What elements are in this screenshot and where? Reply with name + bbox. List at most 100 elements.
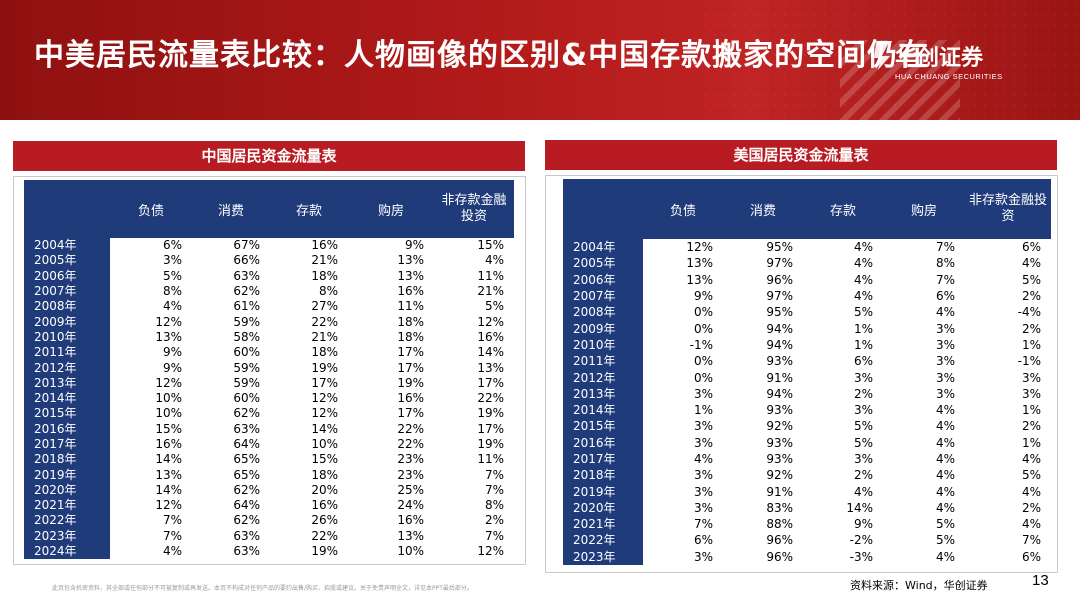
value-cell: 7% (1021, 533, 1041, 548)
year-cell: 2022年 (563, 532, 643, 549)
year-cell: 2013年 (24, 375, 110, 391)
value-cell: 13% (155, 467, 182, 482)
value-cell: 7% (935, 240, 955, 255)
value-cell: 64% (233, 498, 260, 513)
value-cell: 5% (1021, 468, 1041, 483)
table-row: 2007年 8% 62% 8% 16% 21% (24, 283, 514, 300)
value-cell: 4% (853, 256, 873, 271)
value-cell: 93% (766, 354, 793, 369)
table-row: 2016年 15% 63% 14% 22% 17% (24, 421, 514, 437)
us-flow-table: 负债 消费 存款 购房 非存款金融投资 2004年 12% 95% 4% 7% 6% 2005年 13… (563, 179, 1051, 565)
value-cell: 60% (233, 391, 260, 406)
table-row: 2022年 7% 62% 26% 16% 2% (24, 513, 514, 529)
value-cell: 1% (1021, 337, 1041, 352)
value-cell: 9% (162, 345, 182, 360)
value-cell: 3% (853, 370, 873, 385)
value-cell: -2% (849, 533, 873, 548)
year-cell: 2009年 (24, 314, 110, 330)
value-cell: 2% (1021, 419, 1041, 434)
table-row: 2010年 -1% 94% 1% 3% 1% (563, 336, 1051, 354)
value-cell: 16% (397, 284, 424, 299)
year-cell: 2006年 (563, 271, 643, 288)
value-cell: -1% (689, 337, 713, 352)
value-cell: 7% (484, 482, 504, 497)
value-cell: 59% (233, 360, 260, 375)
value-cell: 12% (477, 314, 504, 329)
value-cell: 9% (853, 517, 873, 532)
value-cell: 18% (311, 345, 338, 360)
value-cell: 6% (162, 238, 182, 253)
value-cell: 12% (477, 544, 504, 559)
value-cell: 61% (233, 299, 260, 314)
value-cell: 23% (397, 467, 424, 482)
column-header: 负债 (643, 179, 723, 239)
value-cell: 13% (477, 360, 504, 375)
value-cell: 0% (693, 370, 713, 385)
value-cell: 16% (477, 329, 504, 344)
year-cell: 2021年 (24, 498, 110, 514)
year-cell: 2019年 (24, 467, 110, 483)
value-cell: 17% (397, 345, 424, 360)
table-row: 2011年 9% 60% 18% 17% 14% (24, 345, 514, 361)
column-header: 非存款金融投资 (434, 180, 514, 238)
value-cell: 4% (162, 299, 182, 314)
year-cell: 2017年 (24, 436, 110, 453)
value-cell: 88% (766, 517, 793, 532)
disclaimer-text: 此页包含机密资料，其全部或任何部分不可被复制或再发送。本页不构成对任何产品的要约… (52, 585, 473, 592)
value-cell: 4% (935, 484, 955, 499)
column-header: 负债 (110, 180, 192, 238)
value-cell: 93% (766, 452, 793, 466)
value-cell: 65% (233, 467, 260, 482)
table-header-row: 负债 消费 存款 购房 非存款金融投资 (24, 180, 514, 238)
value-cell: 17% (477, 421, 504, 436)
company-logo-icon (874, 44, 890, 70)
value-cell: 22% (477, 391, 504, 406)
value-cell: 7% (693, 517, 713, 532)
value-cell: 94% (766, 321, 793, 336)
value-cell: 19% (397, 375, 424, 390)
value-cell: 4% (1021, 256, 1041, 271)
table-row: 2012年 0% 91% 3% 3% 3% (563, 369, 1051, 386)
value-cell: 4% (853, 289, 873, 304)
value-cell: 63% (233, 421, 260, 436)
year-cell: 2008年 (24, 299, 110, 315)
table-row: 2015年 3% 92% 5% 4% 2% (563, 418, 1051, 435)
value-cell: 62% (233, 406, 260, 421)
value-cell: 13% (686, 272, 713, 287)
logo-english: HUA CHUANG SECURITIES (895, 72, 1003, 81)
value-cell: 10% (155, 391, 182, 406)
value-cell: 12% (311, 406, 338, 421)
value-cell: 26% (311, 513, 338, 528)
value-cell: 12% (311, 391, 338, 406)
year-cell: 2013年 (563, 385, 643, 402)
year-cell: 2010年 (24, 329, 110, 346)
year-cell: 2012年 (24, 360, 110, 376)
value-cell: 11% (397, 299, 424, 314)
value-cell: -3% (849, 549, 873, 564)
logo-chinese: 华创证券 (895, 46, 984, 71)
company-logo: 华创证券 HUA CHUANG SECURITIES (895, 40, 1003, 81)
value-cell: 15% (477, 238, 504, 253)
value-cell: 8% (318, 284, 338, 299)
value-cell: 18% (311, 467, 338, 482)
table-row: 2008年 4% 61% 27% 11% 5% (24, 299, 514, 315)
value-cell: 27% (311, 299, 338, 314)
value-cell: 3% (162, 253, 182, 268)
value-cell: 3% (693, 549, 713, 564)
value-cell: 3% (935, 386, 955, 401)
value-cell: 2% (1021, 289, 1041, 304)
value-cell: 4% (935, 452, 955, 466)
value-cell: 3% (693, 468, 713, 483)
value-cell: 8% (162, 284, 182, 299)
value-cell: 0% (693, 321, 713, 336)
year-cell: 2018年 (563, 467, 643, 484)
table-row: 2016年 3% 93% 5% 4% 1% (563, 434, 1051, 451)
value-cell: 19% (311, 360, 338, 375)
value-cell: 7% (162, 513, 182, 528)
value-cell: 8% (484, 498, 504, 513)
table-row: 2007年 9% 97% 4% 6% 2% (563, 287, 1051, 305)
value-cell: 7% (935, 272, 955, 287)
value-cell: 3% (935, 337, 955, 352)
year-cell: 2020年 (563, 499, 643, 517)
value-cell: 5% (853, 305, 873, 320)
